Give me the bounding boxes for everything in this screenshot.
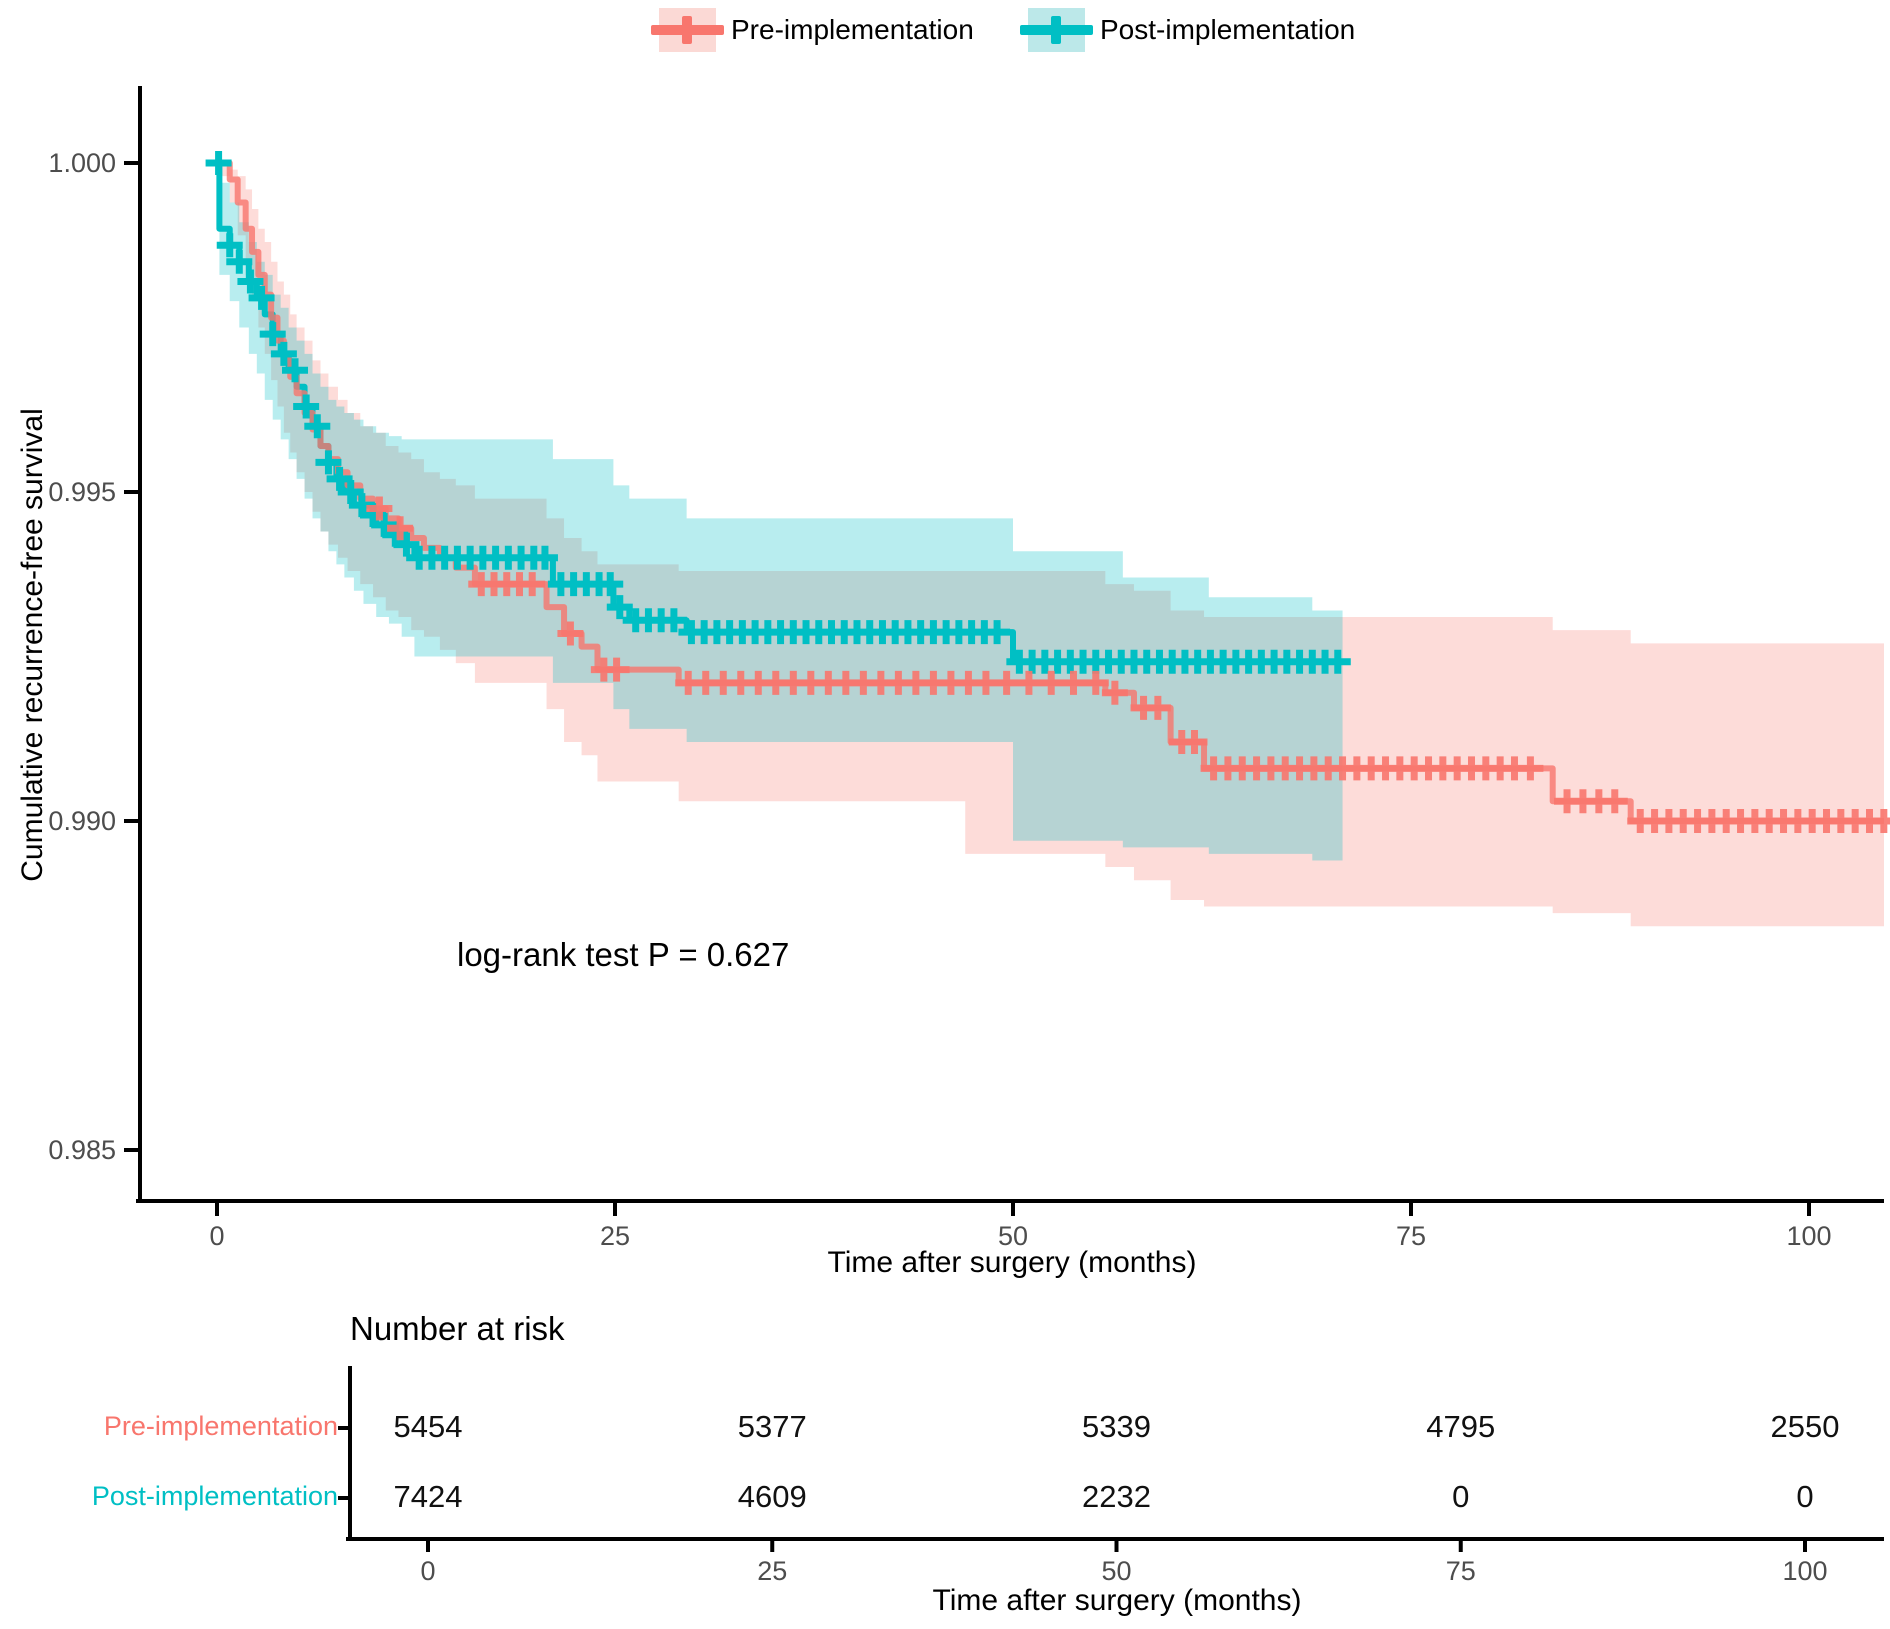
- legend-label-post: Post-implementation: [1100, 14, 1356, 45]
- plus-icon: [1051, 16, 1061, 44]
- risk-table-title: Number at risk: [350, 1310, 565, 1347]
- risk-count: 4609: [737, 1479, 807, 1514]
- risk-x-tick-mark: [1803, 1541, 1807, 1552]
- risk-count: 5339: [1082, 1409, 1151, 1444]
- risk-row-tick-mark: [338, 1426, 348, 1430]
- x-axis-line: [136, 1199, 1884, 1203]
- risk-y-axis-line: [348, 1366, 352, 1539]
- risk-x-tick-label: 25: [757, 1556, 787, 1586]
- risk-count: 0: [1452, 1479, 1470, 1514]
- y-tick-label: 0.985: [48, 1135, 116, 1165]
- confidence-bands: [217, 163, 1884, 927]
- risk-x-tick-label: 50: [1101, 1556, 1131, 1586]
- risk-count: 0: [1796, 1479, 1814, 1514]
- x-axis-title: Time after surgery (months): [827, 1246, 1197, 1279]
- risk-row-label: Pre-implementation: [103, 1411, 338, 1441]
- x-tick-mark: [1409, 1203, 1413, 1216]
- risk-count: 2232: [1082, 1479, 1151, 1514]
- post-censor-marks: [205, 151, 1351, 674]
- risk-x-tick-label: 0: [420, 1556, 435, 1586]
- legend-label-pre: Pre-implementation: [731, 14, 974, 45]
- risk-x-tick-mark: [1114, 1541, 1119, 1552]
- y-axis-line: [138, 86, 142, 1203]
- y-tick-mark: [124, 819, 138, 823]
- y-tick-label: 1.000: [48, 148, 116, 178]
- risk-x-tick-label: 75: [1446, 1556, 1476, 1586]
- risk-row-label: Post-implementation: [91, 1481, 338, 1511]
- pre-confidence-band: [217, 163, 1884, 927]
- risk-count: 7424: [393, 1479, 463, 1514]
- risk-x-tick-mark: [426, 1541, 430, 1552]
- risk-table-axes: 0 25 50 75 100: [338, 1366, 1884, 1586]
- pre-censor-marks: [366, 496, 1890, 833]
- y-tick-label: 0.990: [48, 806, 116, 836]
- x-tick-label: 100: [1786, 1221, 1831, 1251]
- censor-marks: [205, 151, 1890, 833]
- x-tick-mark: [613, 1203, 617, 1216]
- x-tick-mark: [215, 1203, 219, 1216]
- risk-x-tick-label: 100: [1782, 1556, 1827, 1586]
- x-tick-label: 75: [1396, 1221, 1426, 1251]
- log-rank-annotation: log-rank test P = 0.627: [457, 936, 790, 973]
- y-tick-mark: [124, 1148, 138, 1152]
- plus-icon: [682, 16, 692, 44]
- x-tick-label: 50: [998, 1221, 1028, 1251]
- axes: 1.000 0.995 0.990 0.985 0 25 50 75 100: [48, 86, 1884, 1251]
- y-axis-title: Cumulative recurrence-free survival: [16, 408, 49, 882]
- y-tick-mark: [124, 161, 138, 165]
- x-tick-label: 25: [600, 1221, 630, 1251]
- post-implementation-legend-key-icon: [1020, 8, 1093, 52]
- risk-count: 5454: [393, 1409, 463, 1444]
- risk-x-tick-mark: [1458, 1541, 1463, 1552]
- x-tick-mark: [1011, 1203, 1015, 1216]
- x-tick-label: 0: [209, 1221, 224, 1251]
- y-tick-label: 0.995: [48, 477, 116, 507]
- risk-count: 2550: [1770, 1409, 1840, 1444]
- risk-x-tick-mark: [770, 1541, 775, 1552]
- risk-count: 5377: [737, 1409, 807, 1444]
- y-tick-mark: [124, 490, 138, 494]
- risk-row-tick-mark: [338, 1496, 348, 1500]
- x-tick-mark: [1807, 1203, 1811, 1216]
- risk-x-axis-line: [346, 1537, 1884, 1541]
- risk-table-x-axis-title: Time after surgery (months): [932, 1584, 1302, 1617]
- pre-implementation-legend-key-icon: [651, 8, 724, 52]
- risk-count: 4795: [1426, 1409, 1496, 1444]
